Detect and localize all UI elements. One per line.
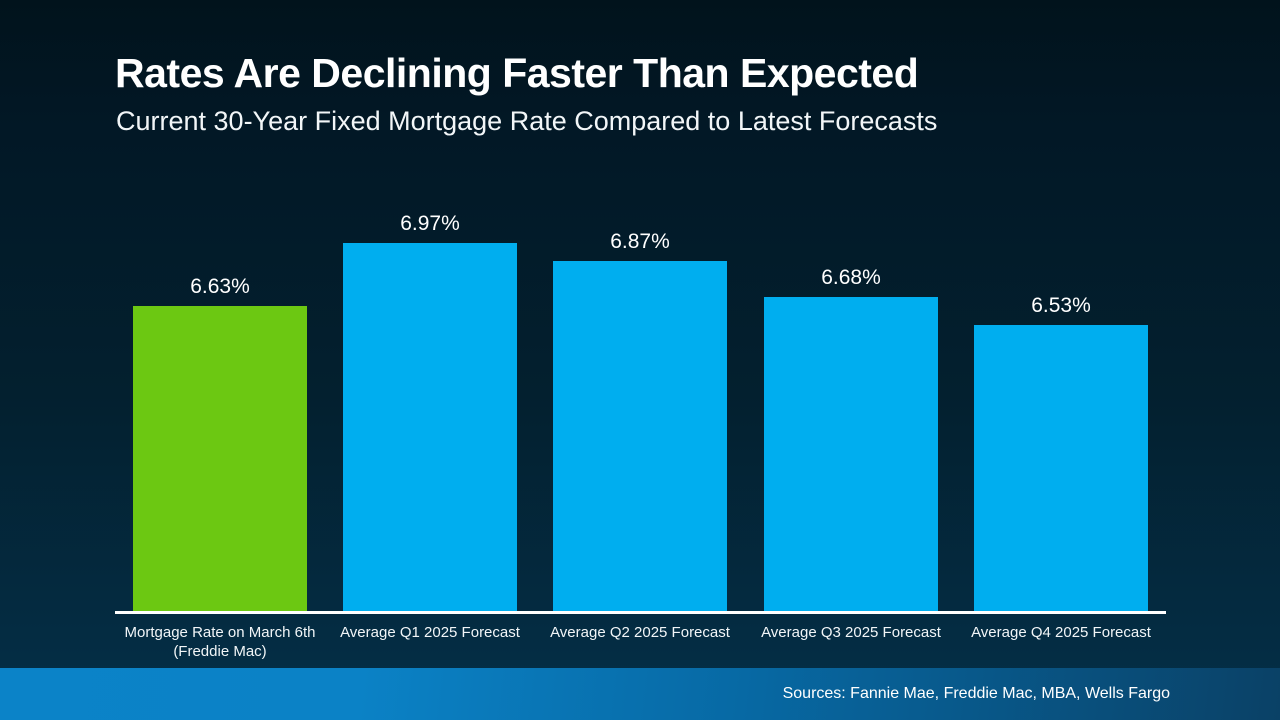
x-axis-label-line: Average Q2 2025 Forecast	[550, 624, 730, 641]
bar-column: 6.97%	[325, 181, 535, 611]
bar-value-label: 6.87%	[610, 230, 670, 253]
x-axis-label: Average Q2 2025 Forecast	[535, 623, 745, 642]
bar	[553, 261, 727, 611]
x-axis-label: Mortgage Rate on March 6th (Freddie Mac)	[115, 623, 325, 661]
bar-chart: 6.63% 6.97% 6.87% 6.68% 6.53% Mortgage Rate …	[115, 181, 1166, 662]
x-axis-label: Average Q1 2025 Forecast	[325, 623, 535, 642]
bar-column: 6.63%	[115, 181, 325, 611]
bar-value-label: 6.63%	[190, 275, 250, 298]
sources-text: Sources: Fannie Mae, Freddie Mac, MBA, W…	[782, 685, 1170, 702]
page-title: Rates Are Declining Faster Than Expected	[115, 50, 919, 96]
bar	[764, 297, 938, 611]
x-axis-label-line: Average Q4 2025 Forecast	[971, 624, 1151, 641]
bar-value-label: 6.53%	[1031, 294, 1091, 317]
bar-value-label: 6.97%	[400, 212, 460, 235]
footer-bar: Sources: Fannie Mae, Freddie Mac, MBA, W…	[0, 668, 1280, 720]
bar	[133, 306, 307, 611]
bar-column: 6.53%	[956, 181, 1166, 611]
page-subtitle: Current 30-Year Fixed Mortgage Rate Comp…	[116, 106, 938, 136]
x-axis-labels: Mortgage Rate on March 6th (Freddie Mac) A…	[115, 614, 1166, 662]
bar-value-label: 6.68%	[821, 266, 881, 289]
x-axis-line	[115, 611, 1166, 614]
x-axis-label: Average Q4 2025 Forecast	[956, 623, 1166, 642]
x-axis-label-line: (Freddie Mac)	[173, 643, 267, 660]
x-axis-label-line: Average Q3 2025 Forecast	[761, 624, 941, 641]
bar	[343, 243, 517, 611]
x-axis-label: Average Q3 2025 Forecast	[746, 623, 956, 642]
x-axis-label-line: Average Q1 2025 Forecast	[340, 624, 520, 641]
chart-plot-area: 6.63% 6.97% 6.87% 6.68% 6.53%	[115, 181, 1166, 611]
bar	[974, 325, 1148, 611]
bar-column: 6.87%	[535, 181, 745, 611]
bar-column: 6.68%	[746, 181, 956, 611]
x-axis-label-line: Mortgage Rate on March 6th	[124, 624, 316, 641]
